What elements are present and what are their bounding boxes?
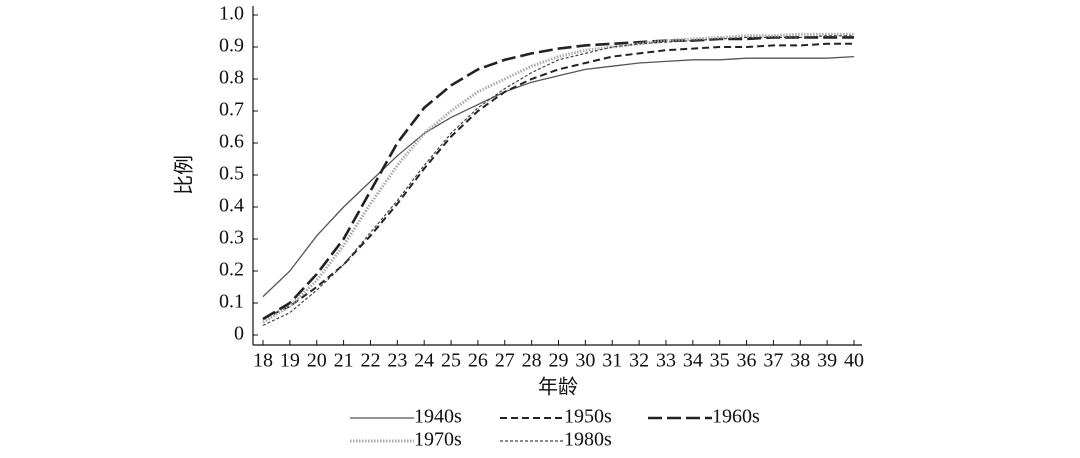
- x-tick-label: 36: [737, 350, 757, 372]
- x-tick-label: 21: [334, 350, 354, 372]
- y-tick-label: 0.4: [219, 195, 244, 217]
- x-tick-label: 38: [790, 350, 810, 372]
- series-line: [262, 36, 854, 321]
- y-tick-label: 0.3: [219, 227, 244, 249]
- x-tick-label: 24: [414, 350, 434, 372]
- x-tick-label: 35: [710, 350, 730, 372]
- y-tick-label: 0.5: [219, 163, 244, 185]
- y-axis-label: 比例: [173, 155, 196, 195]
- x-tick-label: 28: [522, 350, 542, 372]
- x-tick-label: 32: [629, 350, 649, 372]
- x-tick-label: 29: [549, 350, 569, 372]
- x-tick-label: 19: [280, 350, 300, 372]
- x-axis-label: 年龄: [538, 376, 578, 399]
- y-tick-label: 0.9: [219, 35, 244, 57]
- x-tick-label: 18: [253, 350, 273, 372]
- x-tick-label: 20: [307, 350, 327, 372]
- x-tick-label: 34: [683, 350, 703, 372]
- x-tick-label: 40: [844, 350, 864, 372]
- x-tick-label: 25: [441, 350, 461, 372]
- y-tick-label: 0.1: [219, 291, 244, 313]
- series-line: [262, 55, 855, 298]
- x-tick-label: 33: [656, 350, 676, 372]
- legend-label: 1950s: [564, 406, 612, 428]
- series-line: [262, 35, 854, 326]
- y-tick-label: 0.6: [219, 131, 244, 153]
- y-tick-label: 0.2: [219, 259, 244, 281]
- x-tick-label: 23: [387, 350, 407, 372]
- x-tick-label: 22: [360, 350, 380, 372]
- y-tick-label: 0.8: [219, 67, 244, 89]
- series-line: [262, 42, 854, 320]
- legend-label: 1970s: [414, 429, 462, 451]
- x-tick-label: 27: [495, 350, 515, 372]
- legend-label: 1960s: [712, 406, 760, 428]
- series-line: [262, 32, 854, 324]
- x-tick-label: 30: [575, 350, 595, 372]
- x-tick-label: 26: [468, 350, 488, 372]
- x-tick-label: 39: [817, 350, 837, 372]
- y-tick-label: 1.0: [219, 3, 244, 25]
- y-tick-label: 0: [234, 323, 244, 345]
- y-tick-label: 0.7: [219, 99, 244, 121]
- x-tick-label: 37: [763, 350, 783, 372]
- x-tick-label: 31: [602, 350, 622, 372]
- legend-label: 1980s: [564, 429, 612, 451]
- legend-label: 1940s: [414, 406, 462, 428]
